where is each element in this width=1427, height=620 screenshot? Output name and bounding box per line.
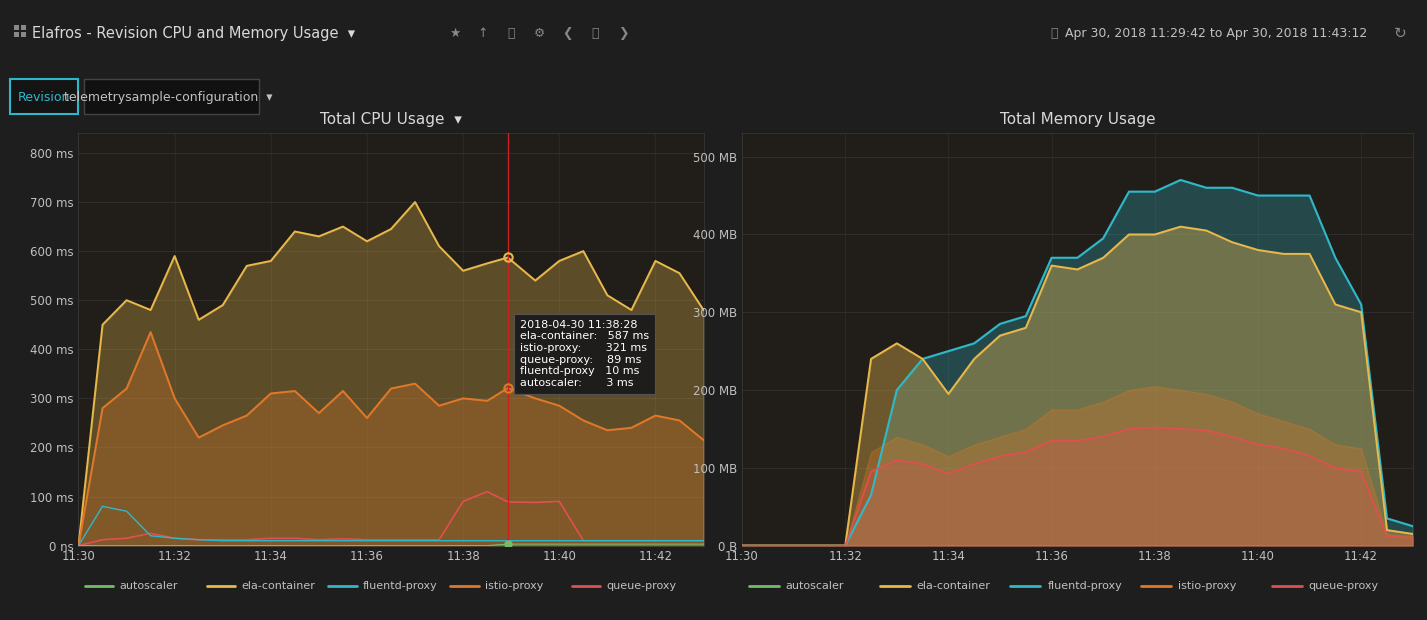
Text: ⚙: ⚙ [534,27,545,40]
Title: Total Memory Usage: Total Memory Usage [999,112,1156,126]
Text: ↻: ↻ [1394,25,1407,40]
Bar [14,32,19,37]
Title: Total CPU Usage  ▾: Total CPU Usage ▾ [320,112,462,126]
Text: ❮: ❮ [562,27,572,40]
FancyBboxPatch shape [84,79,258,114]
Text: fluentd-proxy: fluentd-proxy [362,581,438,591]
Text: telemetrysample-configuration  ▾: telemetrysample-configuration ▾ [64,91,273,104]
Text: ela-container: ela-container [916,581,990,591]
Text: ela-container: ela-container [241,581,315,591]
Text: ⬛: ⬛ [507,27,515,40]
Text: fluentd-proxy: fluentd-proxy [1047,581,1122,591]
Text: istio-proxy: istio-proxy [485,581,544,591]
Bar [14,25,19,30]
Text: ❯: ❯ [618,27,628,40]
FancyBboxPatch shape [10,79,78,114]
Text: queue-proxy: queue-proxy [1309,581,1378,591]
Text: queue-proxy: queue-proxy [606,581,676,591]
Text: Elafros - Revision CPU and Memory Usage  ▾: Elafros - Revision CPU and Memory Usage … [31,25,355,40]
Text: autoscaler: autoscaler [786,581,845,591]
Text: 🔍: 🔍 [591,27,599,40]
Text: istio-proxy: istio-proxy [1177,581,1236,591]
Text: Revision: Revision [17,91,70,104]
Bar [21,32,26,37]
Text: 🕐: 🕐 [1050,27,1057,40]
Bar [21,25,26,30]
Text: autoscaler: autoscaler [118,581,177,591]
Text: ★: ★ [450,27,461,40]
Text: Apr 30, 2018 11:29:42 to Apr 30, 2018 11:43:12: Apr 30, 2018 11:29:42 to Apr 30, 2018 11… [1065,27,1367,40]
Text: ↑: ↑ [478,27,488,40]
Text: 2018-04-30 11:38:28
ela-container:   587 ms
istio-proxy:       321 ms
queue-prox: 2018-04-30 11:38:28 ela-container: 587 m… [519,320,649,388]
